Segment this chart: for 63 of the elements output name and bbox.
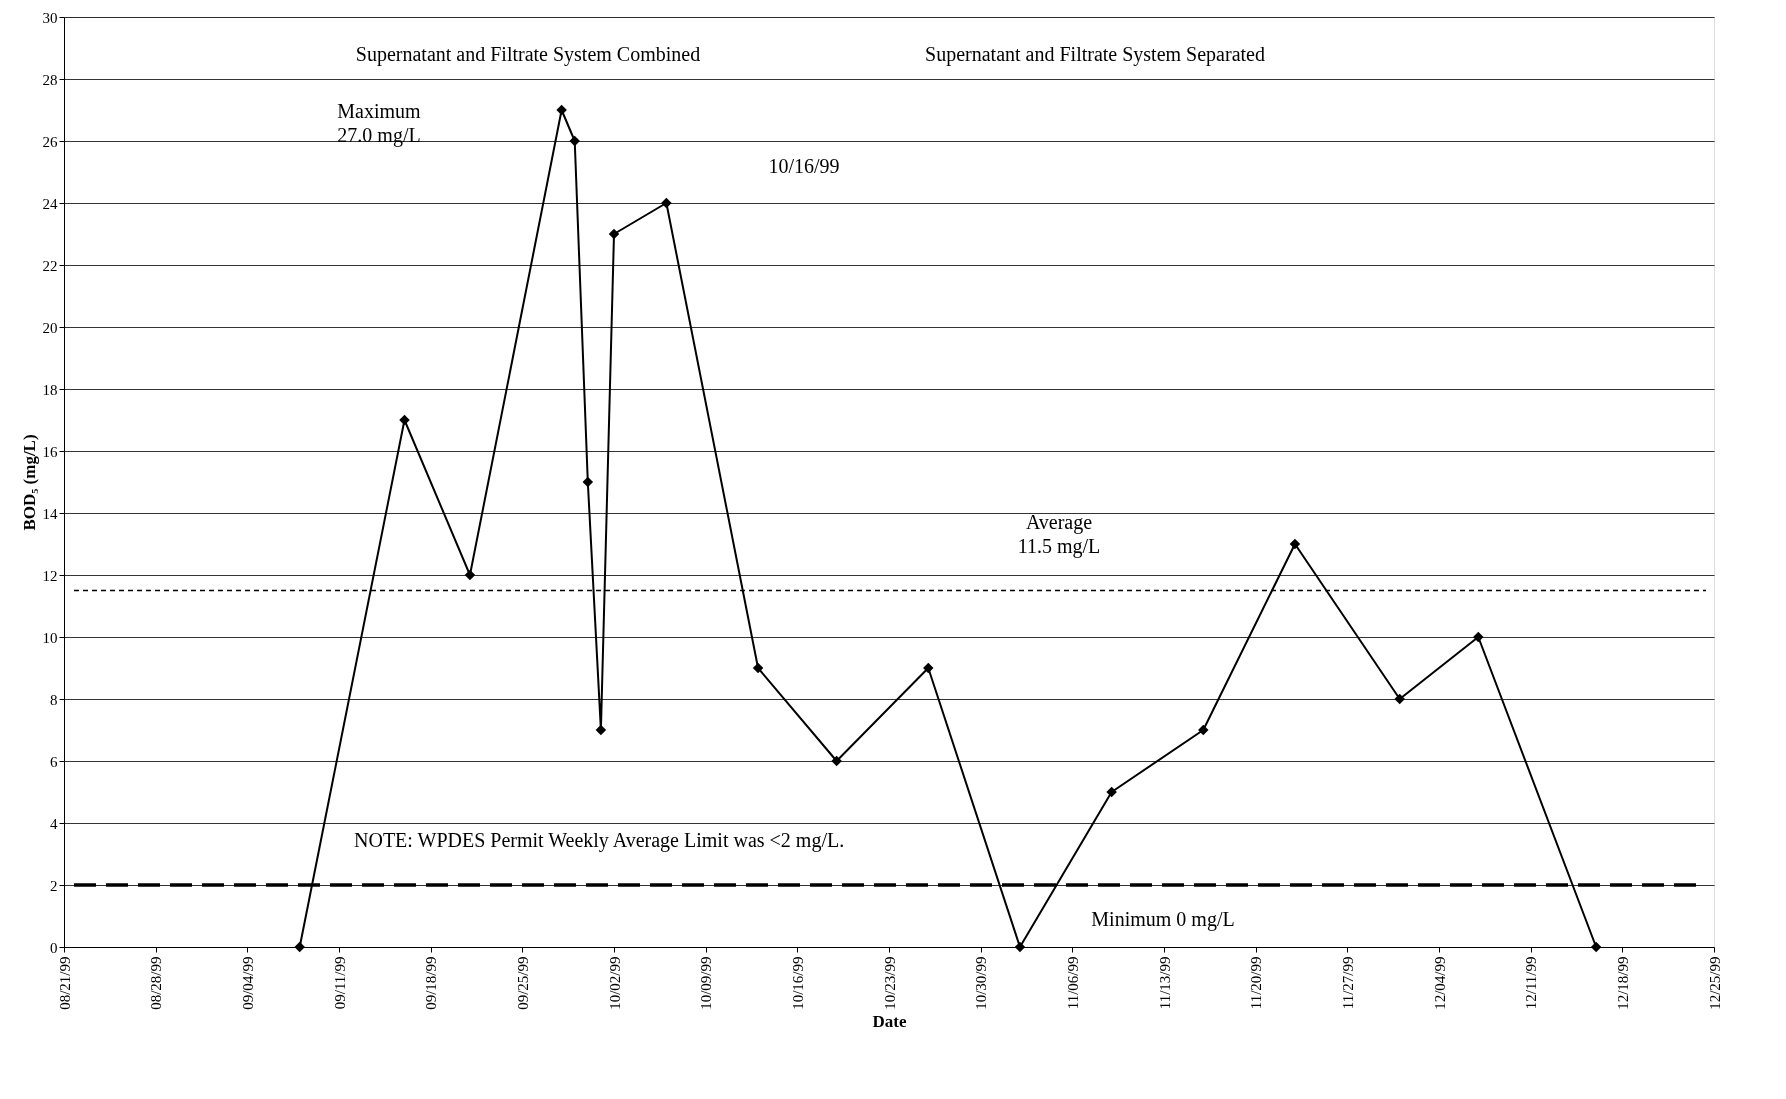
x-tick-label: 12/25/99 xyxy=(1706,956,1723,1010)
ref-line-label: NOTE: WPDES Permit Weekly Average Limit was <2 mg/L. xyxy=(354,829,845,852)
point xyxy=(569,135,580,147)
annotation: 10/16/99 xyxy=(768,155,840,177)
x-tick-label: 08/21/99 xyxy=(56,956,73,1010)
annotation: Supernatant and Filtrate System Combined xyxy=(355,43,701,66)
y-tick-label: 12 xyxy=(42,567,58,584)
point xyxy=(1394,693,1405,705)
y-tick-label: 10 xyxy=(42,629,58,646)
x-tick-label: 09/04/99 xyxy=(239,956,256,1010)
x-tick-label: 11/27/99 xyxy=(1339,956,1356,1010)
point xyxy=(608,228,620,240)
x-axis-title: Date xyxy=(872,1011,907,1031)
annotation: Supernatant and Filtrate System Separated xyxy=(925,43,1265,66)
ref-line-label: Average 11.5 mg/L xyxy=(1017,510,1101,558)
annotation: Maximum 27.0 mg/L xyxy=(337,100,422,147)
y-tick-label: 4 xyxy=(50,815,58,832)
x-tick-label: 10/09/99 xyxy=(698,956,715,1010)
annotation: Minimum 0 mg/L xyxy=(1091,908,1235,931)
point xyxy=(661,197,672,209)
y-tick-label: 22 xyxy=(42,257,58,274)
x-tick-label: 08/28/99 xyxy=(148,956,165,1010)
point xyxy=(923,662,934,674)
point xyxy=(1590,941,1602,953)
point xyxy=(1014,941,1026,953)
x-tick-label: 12/04/99 xyxy=(1431,956,1448,1010)
point xyxy=(1106,786,1117,798)
point xyxy=(399,414,410,426)
x-tick-label: 10/02/99 xyxy=(606,956,623,1010)
x-tick-label: 10/23/99 xyxy=(881,956,898,1010)
x-tick-label: 09/11/99 xyxy=(331,956,348,1010)
point xyxy=(294,941,305,953)
y-tick-label: 24 xyxy=(42,195,58,212)
point xyxy=(1289,538,1301,550)
point xyxy=(595,724,607,736)
y-tick-label: 26 xyxy=(42,133,58,150)
y-tick-label: 0 xyxy=(50,939,58,956)
point xyxy=(1198,724,1209,736)
y-tick-label: 18 xyxy=(42,381,58,398)
point xyxy=(582,476,594,488)
x-tick-label: 11/06/99 xyxy=(1064,956,1081,1010)
point xyxy=(1473,631,1484,643)
y-tick-label: 2 xyxy=(50,877,58,894)
point xyxy=(556,104,567,116)
x-tick-label: 11/20/99 xyxy=(1248,956,1265,1010)
x-tick-label: 09/25/99 xyxy=(514,956,531,1010)
x-tick-label: 12/18/99 xyxy=(1614,956,1631,1010)
y-tick-label: 30 xyxy=(42,9,58,26)
y-tick-label: 14 xyxy=(42,505,58,522)
x-tick-label: 09/18/99 xyxy=(423,956,440,1010)
x-tick-label: 10/16/99 xyxy=(789,956,806,1010)
y-axis-title: BOD₅ (mg/L) xyxy=(19,434,39,531)
y-tick-label: 28 xyxy=(42,71,58,88)
point xyxy=(752,662,764,674)
x-tick-label: 12/11/99 xyxy=(1523,956,1540,1010)
x-tick-label: 11/13/99 xyxy=(1156,956,1173,1010)
y-tick-label: 6 xyxy=(50,753,58,770)
y-tick-label: 16 xyxy=(42,443,58,460)
point xyxy=(464,569,476,581)
point xyxy=(831,755,842,767)
x-tick-label: 10/30/99 xyxy=(973,956,990,1010)
y-tick-label: 20 xyxy=(42,319,58,336)
y-tick-label: 8 xyxy=(50,691,58,708)
